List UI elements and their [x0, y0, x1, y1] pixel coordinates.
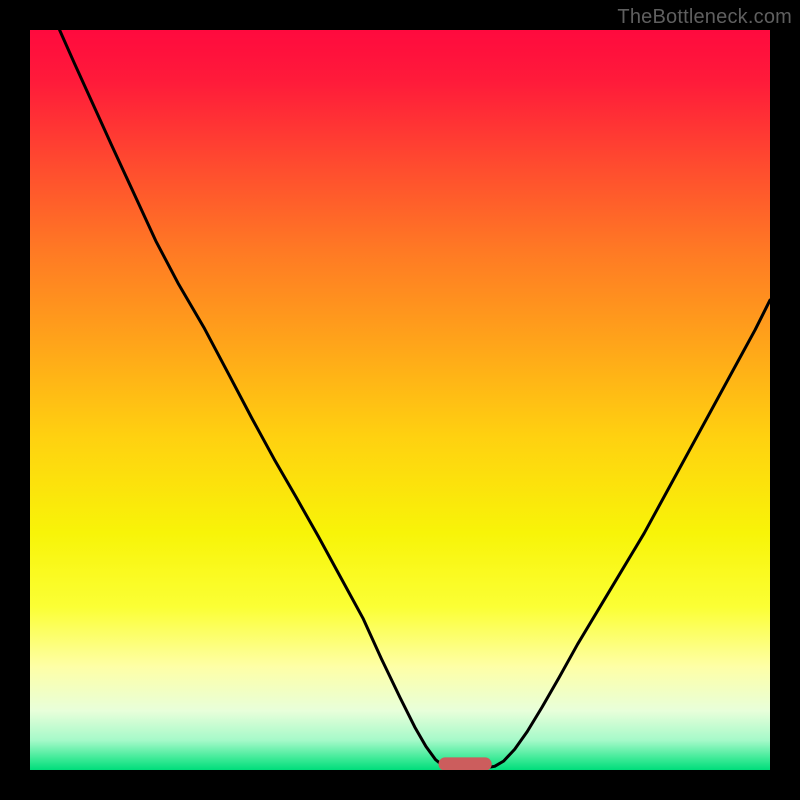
plot-svg — [30, 30, 770, 770]
optimal-marker — [438, 757, 491, 770]
gradient-background — [30, 30, 770, 770]
watermark-text: TheBottleneck.com — [617, 6, 792, 29]
plot-area — [30, 30, 770, 770]
frame: TheBottleneck.com — [0, 0, 800, 800]
